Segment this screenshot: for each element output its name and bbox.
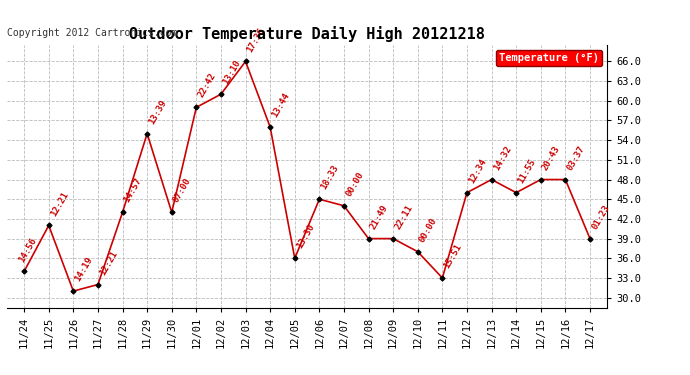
Text: 00:00: 00:00 <box>417 216 439 244</box>
Text: 18:33: 18:33 <box>319 164 341 191</box>
Text: 14:32: 14:32 <box>491 144 513 172</box>
Text: 14:57: 14:57 <box>123 177 144 204</box>
Text: 13:44: 13:44 <box>270 92 291 119</box>
Text: 20:43: 20:43 <box>541 144 562 172</box>
Text: 15:51: 15:51 <box>442 242 464 270</box>
Text: 14:19: 14:19 <box>73 255 95 283</box>
Text: 03:37: 03:37 <box>565 144 586 172</box>
Text: 22:42: 22:42 <box>197 72 217 99</box>
Text: 13:10: 13:10 <box>221 58 242 86</box>
Title: Outdoor Temperature Daily High 20121218: Outdoor Temperature Daily High 20121218 <box>129 27 485 42</box>
Legend: Temperature (°F): Temperature (°F) <box>495 50 602 66</box>
Text: 13:39: 13:39 <box>147 98 168 126</box>
Text: 11:55: 11:55 <box>516 157 538 185</box>
Text: 12:34: 12:34 <box>467 157 489 185</box>
Text: Copyright 2012 Cartronics.com: Copyright 2012 Cartronics.com <box>7 28 177 38</box>
Text: 17:36: 17:36 <box>246 26 267 54</box>
Text: 00:00: 00:00 <box>344 170 365 198</box>
Text: 13:30: 13:30 <box>295 223 316 251</box>
Text: 01:23: 01:23 <box>590 203 611 231</box>
Text: 21:49: 21:49 <box>368 203 390 231</box>
Text: 12:21: 12:21 <box>49 190 70 217</box>
Text: 07:00: 07:00 <box>172 177 193 204</box>
Text: 12:21: 12:21 <box>98 249 119 277</box>
Text: 14:56: 14:56 <box>17 236 38 264</box>
Text: 22:11: 22:11 <box>393 203 415 231</box>
